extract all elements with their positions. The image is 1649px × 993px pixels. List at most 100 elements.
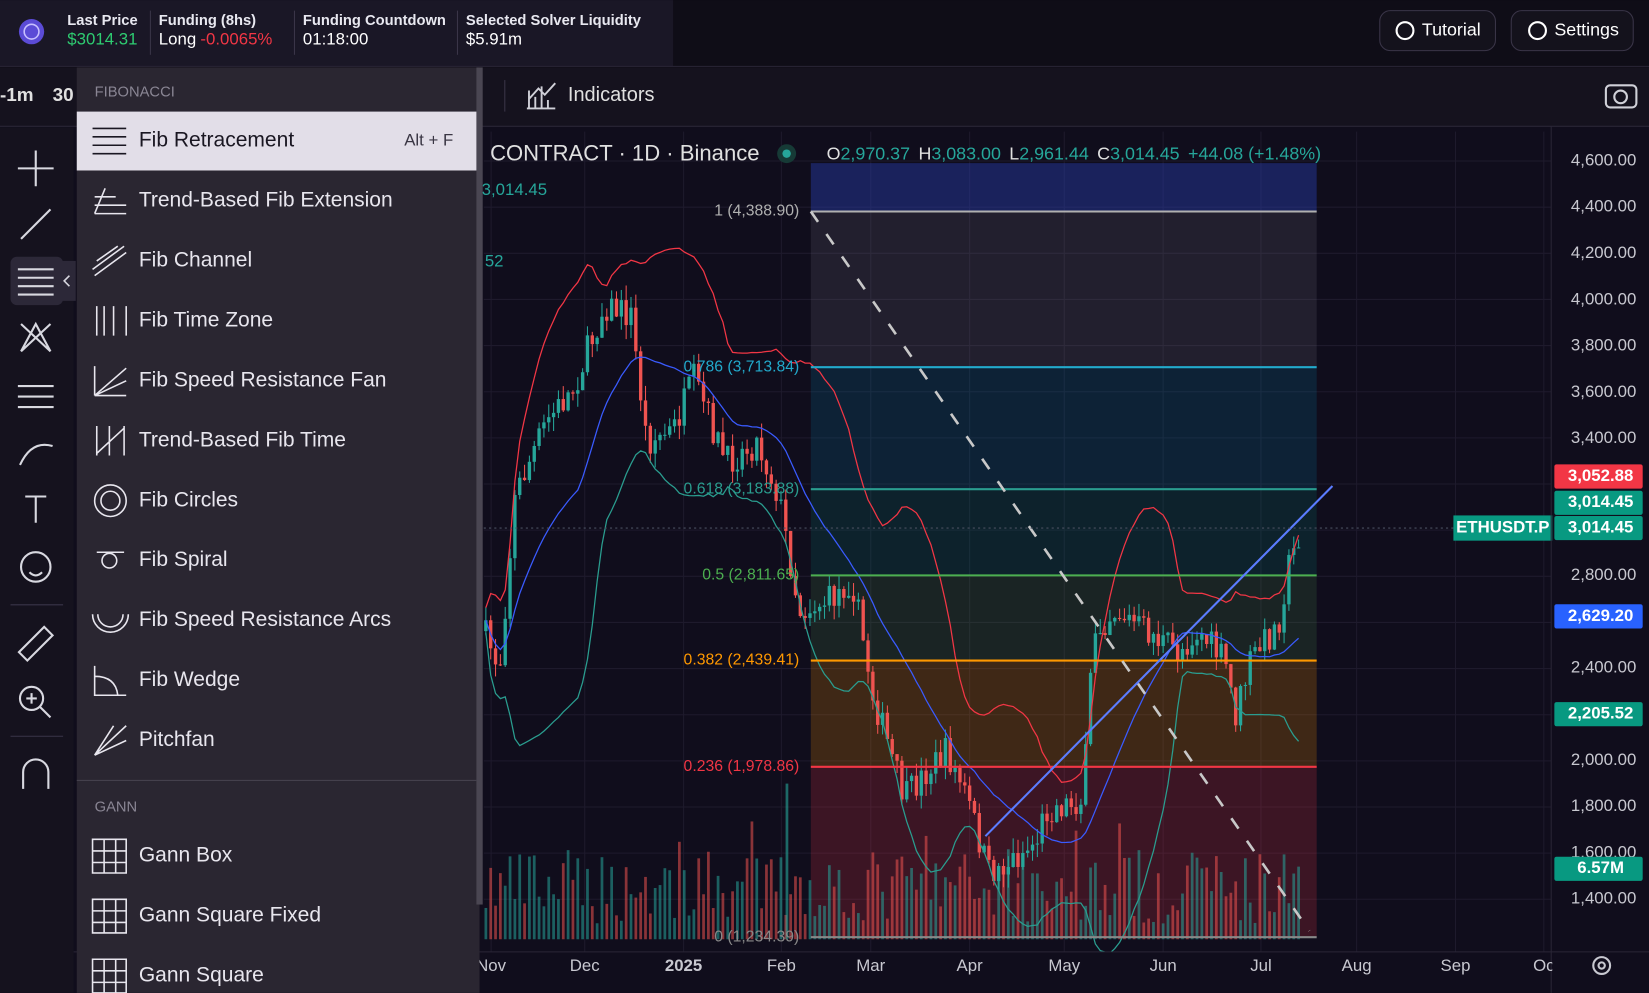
candle-body: [663, 434, 667, 436]
volume-bar: [581, 905, 584, 940]
candle-body: [1175, 644, 1180, 660]
volume-bar: [1016, 883, 1020, 940]
tool-icon[interactable]: [17, 385, 54, 409]
menu-item[interactable]: [77, 947, 477, 993]
indicator-value: 52: [485, 251, 504, 270]
menu-item-shortcut: Alt + F: [404, 130, 453, 149]
candle-body: [822, 605, 827, 607]
candle-body: [493, 648, 498, 665]
menu-item[interactable]: [76, 111, 477, 171]
header-button[interactable]: [1510, 10, 1634, 52]
time-axis-label: Apr: [957, 956, 984, 975]
volume-bar: [532, 855, 536, 940]
volume-bar: [900, 856, 904, 940]
candle-body: [1117, 617, 1122, 619]
tool-icon[interactable]: [17, 268, 54, 296]
volume-bar: [837, 869, 841, 940]
volume-bar: [740, 881, 744, 940]
candle-body: [1282, 604, 1286, 633]
volume-bar: [1205, 867, 1209, 940]
candle-body: [934, 752, 938, 774]
menu-item[interactable]: [77, 291, 477, 350]
fib-level-label: 0.382 (2,439.41): [684, 652, 800, 669]
candle-body: [1001, 865, 1006, 875]
price-axis-label: 2,400.00: [1571, 657, 1636, 676]
candle-body: [580, 372, 585, 391]
volume-bar: [1156, 873, 1160, 940]
candle-body: [1030, 844, 1035, 851]
tool-icon[interactable]: [18, 685, 52, 719]
volume-bar: [1200, 868, 1204, 940]
volume-bar: [552, 894, 555, 940]
volume-bar: [1127, 857, 1131, 940]
candle-body: [996, 865, 1001, 882]
volume-bar: [789, 894, 793, 940]
candle-body: [518, 477, 522, 495]
candle-body: [755, 437, 759, 461]
screenshot-button[interactable]: [1604, 84, 1638, 109]
tool-icon[interactable]: [19, 443, 53, 466]
volume-bar: [1258, 854, 1262, 940]
menu-item[interactable]: [77, 531, 477, 590]
tool-icon[interactable]: [25, 495, 47, 523]
volume-bar: [711, 908, 715, 940]
volume-bar: [1292, 873, 1296, 940]
candle-body: [1248, 651, 1252, 685]
volume-bar: [1210, 891, 1213, 940]
candle-body: [938, 752, 943, 768]
candle-body: [629, 307, 633, 326]
tool-icon[interactable]: [17, 625, 55, 663]
volume-bar: [803, 914, 807, 940]
volume-bar: [934, 863, 938, 940]
tool-icon[interactable]: [22, 758, 50, 789]
candle-body: [885, 712, 890, 740]
menu-item[interactable]: [77, 231, 477, 290]
menu-item[interactable]: [77, 827, 477, 886]
volume-bar: [508, 856, 512, 940]
candle-body: [653, 440, 657, 454]
candle-body: [508, 558, 512, 619]
volume-bar: [924, 835, 928, 940]
volume-bar: [1040, 891, 1044, 940]
volume-bar: [745, 858, 749, 940]
symbol-tag-label: ETHUSDT.P: [1456, 517, 1549, 536]
volume-bar: [1084, 905, 1088, 940]
tool-icon[interactable]: [19, 551, 52, 583]
volume-bar: [663, 868, 667, 940]
volume-bar: [997, 880, 1001, 940]
volume-bar: [861, 920, 865, 940]
tool-icon[interactable]: [17, 150, 54, 187]
volume-bar: [1166, 914, 1170, 940]
stats-panel: [0, 0, 674, 67]
candle-body: [1151, 633, 1156, 643]
volume-bar: [668, 870, 672, 940]
menu-item-icon: [91, 898, 127, 934]
chart-settings-icon[interactable]: [1592, 956, 1612, 976]
header-button[interactable]: [1379, 10, 1496, 52]
candle-body: [982, 845, 986, 853]
volume-bar: [605, 903, 609, 940]
volume-bar: [561, 863, 565, 940]
volume-bar: [910, 867, 913, 940]
volume-bar: [1277, 877, 1281, 940]
candle-body: [769, 474, 773, 484]
logo: [18, 19, 45, 45]
volume-bar: [726, 916, 730, 940]
menu-item[interactable]: [77, 651, 477, 710]
volume-bar: [785, 783, 789, 940]
stat-label: Funding Countdown: [303, 13, 446, 29]
menu-item[interactable]: [77, 471, 477, 530]
menu-item-label: Fib Speed Resistance Fan: [139, 368, 387, 391]
menu-item[interactable]: [77, 711, 477, 770]
volume-bar: [528, 856, 531, 940]
candle-body: [556, 399, 561, 413]
volume-bar: [624, 867, 628, 940]
tool-icon[interactable]: [20, 208, 52, 240]
volume-bar: [1142, 922, 1146, 940]
candle-body: [972, 800, 977, 813]
volume-bar: [1060, 878, 1063, 940]
symbol-tag: [1453, 515, 1553, 541]
volume-bar: [499, 873, 502, 940]
tool-icon[interactable]: [20, 321, 52, 353]
